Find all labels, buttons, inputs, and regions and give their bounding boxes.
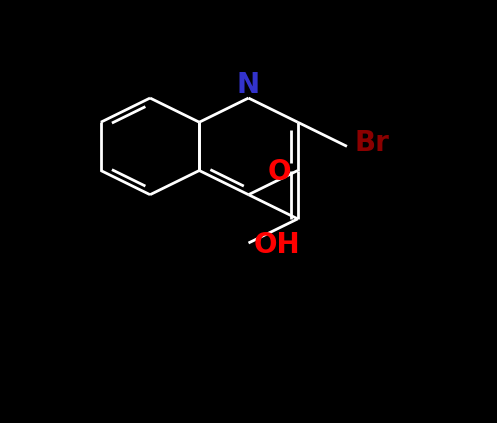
Text: O: O	[267, 158, 291, 186]
Text: Br: Br	[354, 129, 389, 157]
Text: OH: OH	[254, 231, 301, 259]
Text: N: N	[237, 71, 260, 99]
